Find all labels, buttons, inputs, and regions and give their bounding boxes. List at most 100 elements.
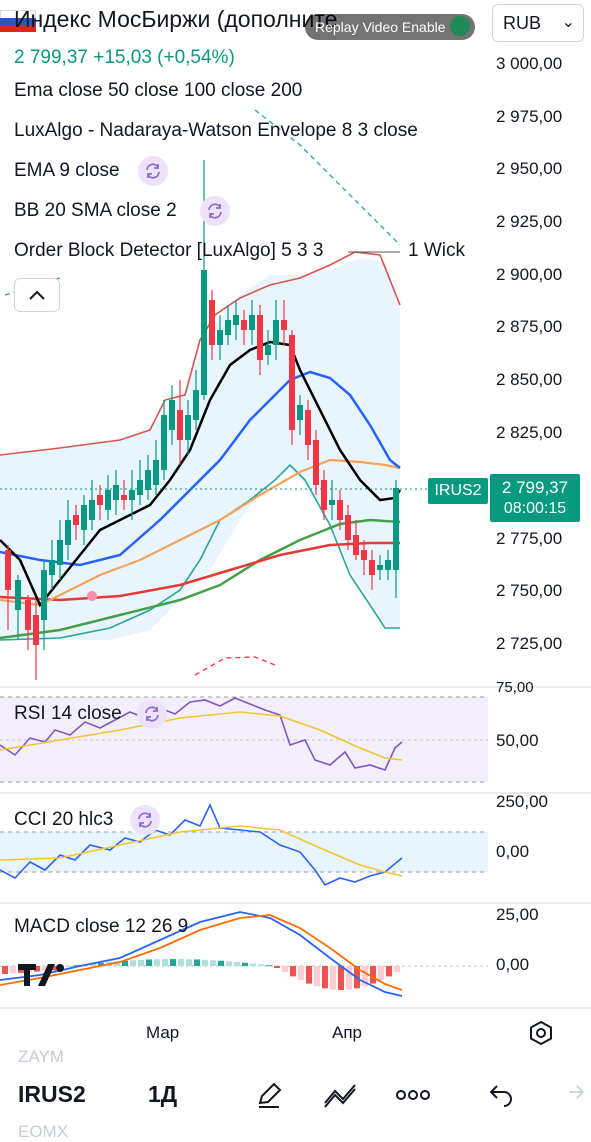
candle-body xyxy=(129,490,135,500)
macd-histogram-bar xyxy=(34,966,40,972)
cci-pane-title[interactable]: CCI 20 hlc3 xyxy=(14,809,114,830)
macd-histogram-bar xyxy=(370,966,376,984)
macd-histogram-bar xyxy=(306,966,312,984)
drawing-tools-button[interactable] xyxy=(252,1078,286,1112)
collapse-legend-button[interactable] xyxy=(14,278,60,312)
currency-select[interactable]: RUB ⌄ xyxy=(492,4,584,42)
candle-body xyxy=(265,345,271,355)
price-axis-label: 2 725,00 xyxy=(496,634,563,653)
macd-histogram-bar xyxy=(282,966,288,973)
candle-body xyxy=(241,320,247,330)
bb-lower-line xyxy=(0,463,400,641)
candle-body xyxy=(73,515,79,525)
ema200-line xyxy=(0,518,401,640)
macd-histogram-bar xyxy=(98,962,104,966)
macd-histogram-bar xyxy=(378,966,384,981)
macd-histogram-bar xyxy=(242,962,248,966)
ema50-line xyxy=(0,370,401,567)
candle-body xyxy=(137,480,143,495)
candle-body xyxy=(225,320,231,335)
macd-histogram-bar xyxy=(170,959,176,966)
more-options-button[interactable] xyxy=(396,1078,430,1112)
bb-band-fill xyxy=(0,258,400,640)
candle-body xyxy=(281,320,287,330)
indicators-icon xyxy=(324,1084,356,1108)
macd-histogram-bar xyxy=(194,959,200,966)
candle-body xyxy=(329,500,335,505)
macd-histogram-bar xyxy=(226,961,232,966)
macd-histogram-bar xyxy=(202,959,208,966)
macd-histogram-bar xyxy=(138,959,144,966)
price-axis-label: 2 925,00 xyxy=(496,212,563,231)
price-axis-label: 2 750,00 xyxy=(496,581,563,600)
macd-histogram-bar xyxy=(394,966,400,973)
candle-body xyxy=(345,515,351,540)
price-axis-label: 2 825,00 xyxy=(496,423,563,442)
candle-body xyxy=(377,565,383,570)
nw-envelope-upper-2 xyxy=(254,109,401,246)
candle-body xyxy=(321,480,327,510)
macd-histogram-bar xyxy=(186,959,192,966)
symbol-selector[interactable]: IRUS2 xyxy=(18,1081,86,1107)
candle-body xyxy=(113,485,119,500)
macd-histogram-bar xyxy=(386,966,392,977)
candle-body xyxy=(249,315,255,330)
redo-button[interactable] xyxy=(556,1078,590,1112)
undo-button[interactable] xyxy=(484,1078,518,1112)
rsi-axis-label: 50,00 xyxy=(496,731,539,750)
macd-histogram-bar xyxy=(42,966,48,971)
candle-body xyxy=(393,488,399,570)
price-axis-label: 2 975,00 xyxy=(496,107,563,126)
time-axis-label: Апр xyxy=(332,1023,362,1042)
candle-body xyxy=(161,415,167,470)
ema-cross-marker xyxy=(87,591,97,601)
interval-selector[interactable]: 1Д xyxy=(148,1081,178,1107)
price-axis-label: 3 000,00 xyxy=(496,54,563,73)
macd-histogram-bar xyxy=(250,963,256,966)
symbol-price-tag: IRUS2 xyxy=(428,478,488,504)
candle-body xyxy=(193,390,199,420)
bottom-toolbar xyxy=(0,1060,591,1138)
redo-icon xyxy=(570,1085,585,1099)
price-axis-label: 2 900,00 xyxy=(496,265,563,284)
currency-value: RUB xyxy=(503,13,542,33)
price-axis-label: 2 850,00 xyxy=(496,370,563,389)
macd-histogram-bar xyxy=(210,960,216,966)
rsi-pane-title[interactable]: RSI 14 close xyxy=(14,703,122,724)
sync-icon[interactable] xyxy=(200,196,230,226)
nw-envelope-lower xyxy=(194,656,276,676)
sync-icon[interactable] xyxy=(138,156,168,186)
macd-histogram-bar xyxy=(290,966,296,977)
undo-icon xyxy=(489,1085,512,1107)
candle-body xyxy=(217,330,223,345)
macd-histogram-bar xyxy=(298,966,304,981)
candle-body xyxy=(177,410,183,440)
indicator-nadaraya-watson[interactable]: LuxAlgo - Nadaraya-Watson Envelope 8 3 c… xyxy=(14,120,418,141)
prev-symbol: ZAYM xyxy=(18,1047,64,1066)
macd-pane-title[interactable]: MACD close 12 26 9 xyxy=(14,916,189,937)
candle-body xyxy=(289,335,295,430)
macd-histogram-bar xyxy=(338,966,344,990)
macd-axis-label: 25,00 xyxy=(496,905,539,924)
sync-icon[interactable] xyxy=(137,699,167,729)
ema9-line xyxy=(0,340,402,608)
candle-body xyxy=(305,410,311,445)
candle-body xyxy=(65,520,71,545)
cci-axis-label: 250,00 xyxy=(496,792,548,811)
candle-body xyxy=(105,490,111,510)
rsi-axis-label: 75,00 xyxy=(496,679,534,696)
indicator-bb[interactable]: BB 20 SMA close 2 xyxy=(14,200,177,221)
chart-settings-button[interactable] xyxy=(527,1019,555,1047)
macd-histogram-bar xyxy=(266,965,272,967)
price-quote: 2 799,37 +15,03 (+0,54%) xyxy=(14,47,235,68)
instrument-title[interactable]: Индекс МосБиржи (дополните xyxy=(14,6,338,32)
indicator-ema9[interactable]: EMA 9 close xyxy=(14,160,120,181)
candle-body xyxy=(89,500,95,520)
indicator-order-block[interactable]: Order Block Detector [LuxAlgo] 5 3 3 xyxy=(14,240,324,261)
indicators-button[interactable] xyxy=(323,1078,357,1112)
sync-icon[interactable] xyxy=(130,805,160,835)
candle-body xyxy=(201,270,207,395)
indicator-ema-multi[interactable]: Ema close 50 close 100 close 200 xyxy=(14,80,303,101)
russia-flag-icon xyxy=(0,10,36,32)
